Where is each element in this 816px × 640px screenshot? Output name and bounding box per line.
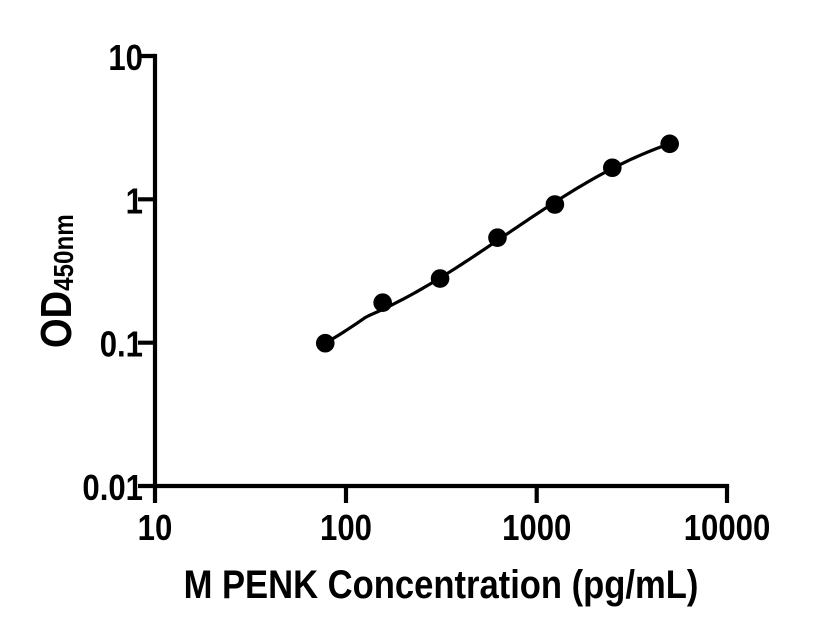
- svg-text:0.01: 0.01: [82, 469, 143, 509]
- svg-text:1: 1: [126, 182, 143, 222]
- svg-text:10000: 10000: [684, 509, 771, 549]
- svg-text:100: 100: [320, 509, 372, 549]
- svg-text:1000: 1000: [502, 509, 571, 549]
- svg-text:10: 10: [138, 509, 173, 549]
- svg-text:OD450nm: OD450nm: [31, 214, 80, 348]
- svg-text:M PENK Concentration (pg/mL): M PENK Concentration (pg/mL): [184, 562, 699, 607]
- svg-text:0.1: 0.1: [100, 326, 143, 366]
- svg-text:10: 10: [108, 39, 143, 79]
